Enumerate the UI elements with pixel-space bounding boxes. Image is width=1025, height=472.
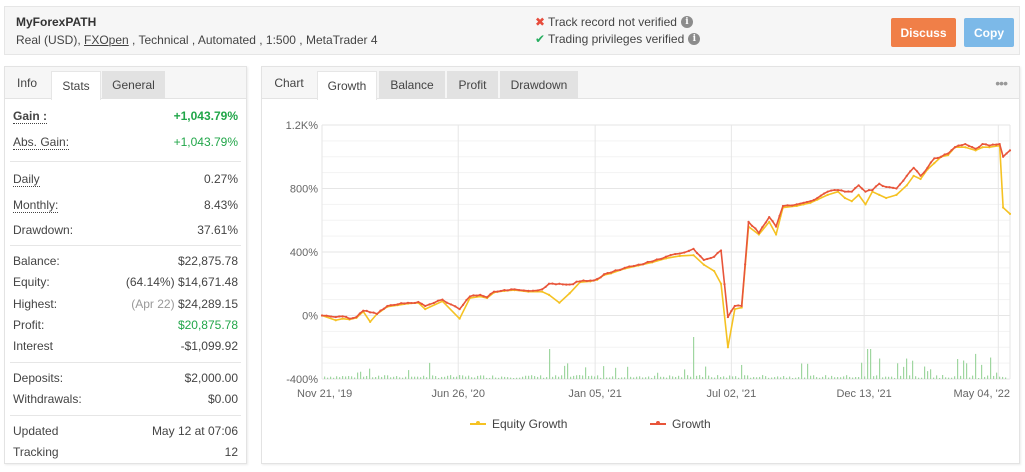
equity-percent: (64.14%) <box>125 275 175 289</box>
deposits-label: Deposits: <box>13 371 64 385</box>
divider <box>10 415 241 416</box>
equity-label: Equity: <box>13 275 50 289</box>
svg-text:Jan 05, '21: Jan 05, '21 <box>568 388 621 400</box>
track-record-text: Track record not verified <box>548 15 677 29</box>
discuss-button[interactable]: Discuss <box>891 18 956 47</box>
tab-chart[interactable]: Chart <box>274 76 304 90</box>
tab-stats[interactable]: Stats <box>51 71 101 100</box>
balance-value: $22,875.78 <box>177 254 238 268</box>
tracking-value[interactable]: 12 <box>224 445 238 459</box>
svg-text:Jun 26, '20: Jun 26, '20 <box>431 388 484 400</box>
svg-text:Dec 13, '21: Dec 13, '21 <box>836 388 891 400</box>
tab-general[interactable]: General <box>102 71 165 99</box>
account-header: MyForexPATH Real (USD), FXOpen , Technic… <box>4 6 1020 55</box>
growth-line-icon <box>650 421 666 425</box>
trading-privileges-status: ✔ Trading privileges verified i <box>535 32 701 46</box>
highest-amount: $24,289.15 <box>177 297 238 311</box>
tab-info[interactable]: Info <box>16 76 37 90</box>
divider <box>10 161 241 162</box>
tracking-label: Tracking <box>13 445 59 459</box>
svg-text:Jul 02, '21: Jul 02, '21 <box>706 388 756 400</box>
profit-value: $20,875.78 <box>177 318 238 332</box>
daily-label[interactable]: Daily <box>13 172 40 187</box>
legend-growth-label: Growth <box>672 417 711 431</box>
divider <box>10 245 241 246</box>
legend-equity-label: Equity Growth <box>492 417 568 431</box>
balance-label: Balance: <box>13 254 60 268</box>
stats-panel: Info Stats General Gain : +1,043.79% Abs… <box>4 66 247 464</box>
equity-amount: $14,671.48 <box>177 275 238 289</box>
stats-tabs: Info Stats General <box>5 67 246 100</box>
withdrawals-label: Withdrawals: <box>13 392 82 406</box>
broker-link[interactable]: FXOpen <box>84 33 129 47</box>
svg-text:Nov 21, '19: Nov 21, '19 <box>297 388 352 400</box>
trading-privileges-text: Trading privileges verified <box>548 32 685 46</box>
tab-drawdown[interactable]: Drawdown <box>500 71 578 99</box>
subtitle-suffix: , Technical , Automated , 1:500 , MetaTr… <box>128 33 378 47</box>
growth-chart[interactable]: 1.2K% 800% 400% 0% -400% Nov 21, '19 Jun 26, '… <box>262 67 1021 465</box>
drawdown-label: Drawdown: <box>13 223 74 237</box>
account-subtitle: Real (USD), FXOpen , Technical , Automat… <box>16 33 378 47</box>
monthly-value: 8.43% <box>203 198 238 212</box>
tab-profit[interactable]: Profit <box>447 71 498 99</box>
equity-value: (64.14%) $14,671.48 <box>126 275 238 289</box>
highest-date: (Apr 22) <box>131 297 175 311</box>
chart-panel: Chart Growth Balance Profit Drawdown •••… <box>261 66 1020 464</box>
subtitle-prefix: Real (USD), <box>16 33 85 47</box>
equity-line-icon <box>470 421 486 425</box>
interest-label: Interest <box>13 339 54 353</box>
legend-growth[interactable]: Growth <box>650 417 711 431</box>
check-icon: ✔ <box>535 32 546 46</box>
updated-value: May 12 at 07:06 <box>151 424 238 438</box>
abs-gain-value: +1,043.79% <box>173 135 238 149</box>
svg-text:400%: 400% <box>290 247 318 259</box>
svg-text:-400%: -400% <box>286 374 318 386</box>
profit-label: Profit: <box>13 318 45 332</box>
info-icon[interactable]: i <box>680 16 693 28</box>
highest-value: (Apr 22) $24,289.15 <box>131 297 238 311</box>
monthly-label[interactable]: Monthly: <box>13 198 59 213</box>
info-icon[interactable]: i <box>688 33 701 45</box>
withdrawals-value: $0.00 <box>207 392 238 406</box>
deposits-value: $2,000.00 <box>184 371 238 385</box>
chart-tabs: Chart Growth Balance Profit Drawdown ••• <box>262 67 1019 100</box>
divider <box>10 362 241 363</box>
highest-label: Highest: <box>13 297 58 311</box>
interest-value: -$1,099.92 <box>180 339 238 353</box>
gain-label[interactable]: Gain : <box>13 109 48 124</box>
drawdown-value: 37.61% <box>197 223 238 237</box>
copy-button[interactable]: Copy <box>964 18 1014 47</box>
tab-balance[interactable]: Balance <box>379 71 445 99</box>
cross-icon: ✖ <box>535 15 546 29</box>
account-title: MyForexPATH <box>16 15 97 29</box>
svg-text:0%: 0% <box>302 311 318 323</box>
tab-growth[interactable]: Growth <box>317 71 377 100</box>
svg-text:1.2K%: 1.2K% <box>286 120 319 132</box>
gain-value: +1,043.79% <box>173 109 238 123</box>
daily-value: 0.27% <box>203 172 238 186</box>
svg-text:May 04, '22: May 04, '22 <box>953 388 1010 400</box>
track-record-status: ✖ Track record not verified i <box>535 15 693 29</box>
svg-text:800%: 800% <box>290 184 318 196</box>
abs-gain-label[interactable]: Abs. Gain: <box>13 135 70 150</box>
updated-label: Updated <box>13 424 59 438</box>
legend-equity-growth[interactable]: Equity Growth <box>470 417 567 431</box>
more-options-icon[interactable]: ••• <box>995 75 1008 91</box>
